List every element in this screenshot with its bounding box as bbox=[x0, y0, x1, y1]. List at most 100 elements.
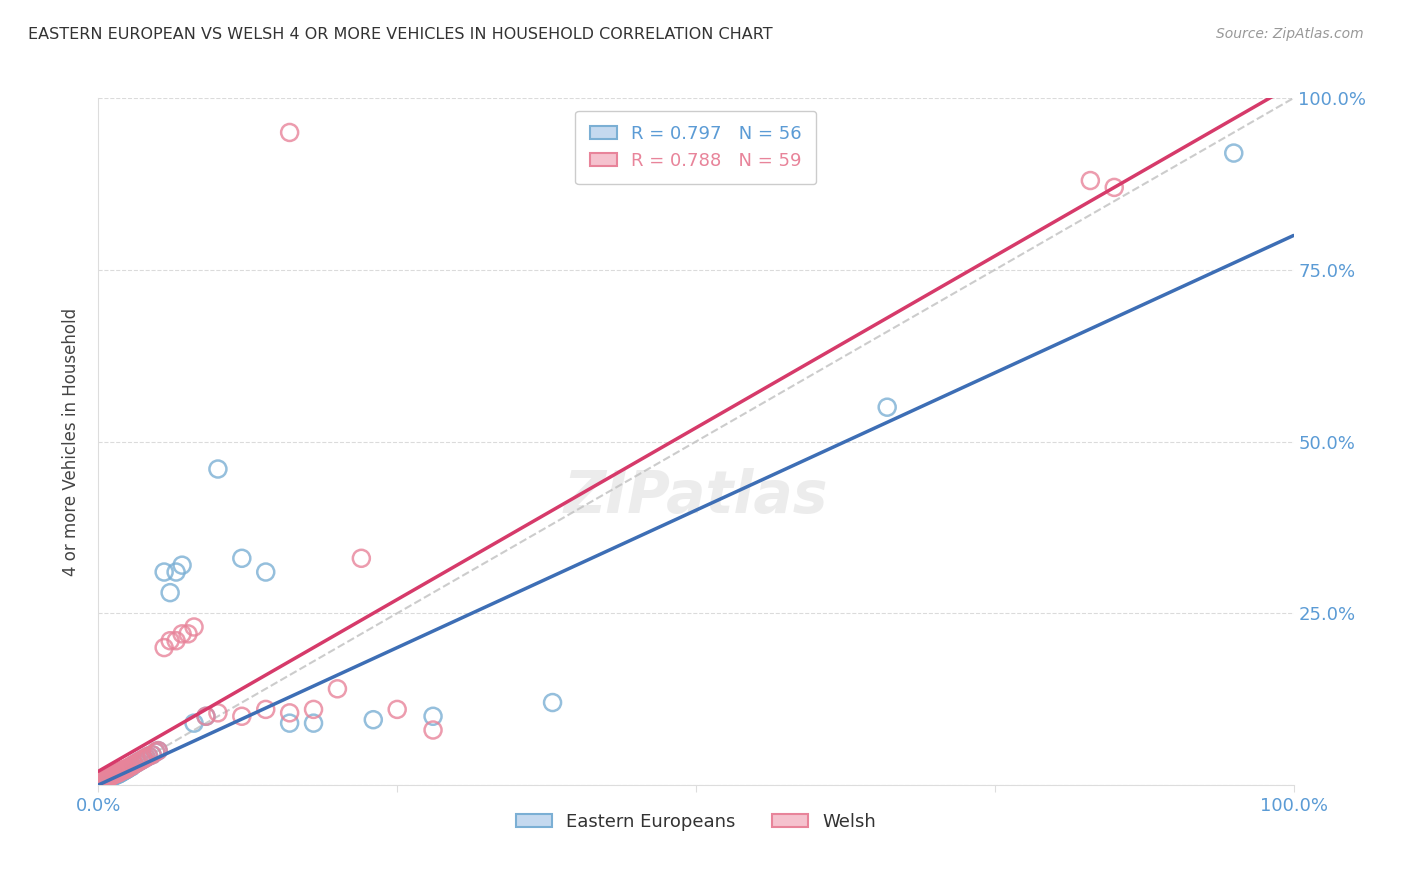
Point bbox=[107, 765, 129, 780]
Point bbox=[195, 709, 218, 723]
Point bbox=[108, 766, 131, 780]
Point bbox=[104, 767, 127, 781]
Point bbox=[138, 749, 160, 764]
Point bbox=[153, 565, 176, 579]
Point bbox=[138, 749, 160, 764]
Point bbox=[91, 774, 114, 789]
Point bbox=[145, 745, 167, 759]
Point bbox=[159, 585, 181, 599]
Point bbox=[115, 762, 138, 776]
Y-axis label: 4 or more Vehicles in Household: 4 or more Vehicles in Household bbox=[62, 308, 80, 575]
Point bbox=[117, 762, 139, 776]
Point bbox=[363, 713, 385, 727]
Point bbox=[110, 765, 132, 780]
Point bbox=[148, 744, 170, 758]
Point bbox=[98, 771, 122, 785]
Point bbox=[114, 764, 136, 778]
Point bbox=[350, 551, 373, 566]
Point bbox=[148, 744, 170, 758]
Point bbox=[107, 767, 129, 781]
Point bbox=[141, 747, 163, 762]
Point bbox=[97, 771, 120, 785]
Point bbox=[1223, 146, 1246, 161]
Text: EASTERN EUROPEAN VS WELSH 4 OR MORE VEHICLES IN HOUSEHOLD CORRELATION CHART: EASTERN EUROPEAN VS WELSH 4 OR MORE VEHI… bbox=[28, 27, 773, 42]
Point bbox=[112, 764, 135, 779]
Point bbox=[254, 702, 277, 716]
Point bbox=[302, 716, 325, 731]
Legend: Eastern Europeans, Welsh: Eastern Europeans, Welsh bbox=[509, 805, 883, 838]
Point bbox=[104, 768, 127, 782]
Point bbox=[121, 759, 143, 773]
Point bbox=[114, 763, 136, 777]
Point bbox=[326, 681, 349, 696]
Point bbox=[93, 773, 115, 788]
Point bbox=[94, 773, 117, 788]
Point bbox=[132, 752, 155, 766]
Text: Source: ZipAtlas.com: Source: ZipAtlas.com bbox=[1216, 27, 1364, 41]
Point bbox=[98, 771, 121, 785]
Point bbox=[96, 772, 118, 787]
Point bbox=[115, 762, 138, 776]
Point bbox=[422, 709, 444, 723]
Point bbox=[124, 757, 146, 772]
Point bbox=[183, 620, 205, 634]
Point bbox=[107, 766, 129, 780]
Point bbox=[172, 627, 194, 641]
Point bbox=[1080, 173, 1102, 187]
Point bbox=[103, 769, 125, 783]
Point bbox=[422, 723, 444, 737]
Point bbox=[91, 773, 114, 788]
Point bbox=[117, 761, 139, 775]
Point bbox=[110, 764, 132, 779]
Point bbox=[98, 769, 122, 783]
Point bbox=[105, 767, 128, 781]
Point bbox=[103, 767, 125, 781]
Point bbox=[94, 773, 117, 788]
Point bbox=[145, 745, 167, 759]
Point bbox=[128, 755, 150, 769]
Point bbox=[105, 766, 128, 780]
Point bbox=[115, 763, 138, 777]
Point bbox=[101, 770, 124, 784]
Point bbox=[207, 462, 229, 476]
Point bbox=[97, 772, 120, 787]
Point bbox=[153, 640, 176, 655]
Point bbox=[165, 565, 187, 579]
Point bbox=[96, 772, 118, 786]
Point bbox=[231, 551, 253, 566]
Point bbox=[115, 762, 138, 776]
Point bbox=[876, 400, 898, 414]
Point bbox=[254, 565, 277, 579]
Point bbox=[132, 752, 155, 766]
Point bbox=[93, 773, 115, 788]
Point bbox=[278, 716, 301, 731]
Point bbox=[111, 764, 134, 778]
Text: ZIPatlas: ZIPatlas bbox=[564, 468, 828, 525]
Point bbox=[112, 763, 135, 777]
Point bbox=[131, 753, 153, 767]
Point bbox=[100, 768, 122, 782]
Point bbox=[165, 633, 187, 648]
Point bbox=[541, 696, 564, 710]
Point bbox=[302, 702, 325, 716]
Point bbox=[125, 756, 148, 770]
Point bbox=[97, 772, 120, 786]
Point bbox=[93, 773, 115, 788]
Point bbox=[207, 706, 229, 720]
Point bbox=[385, 702, 409, 716]
Point bbox=[121, 758, 143, 772]
Point bbox=[96, 773, 118, 788]
Point bbox=[97, 772, 120, 786]
Point bbox=[111, 764, 134, 779]
Point bbox=[231, 709, 253, 723]
Point bbox=[278, 125, 301, 139]
Point bbox=[108, 764, 131, 779]
Point bbox=[135, 750, 157, 764]
Point bbox=[120, 760, 142, 774]
Point bbox=[172, 558, 194, 573]
Point bbox=[101, 768, 124, 782]
Point bbox=[107, 767, 129, 781]
Point bbox=[98, 771, 121, 785]
Point bbox=[90, 775, 112, 789]
Point bbox=[183, 716, 205, 731]
